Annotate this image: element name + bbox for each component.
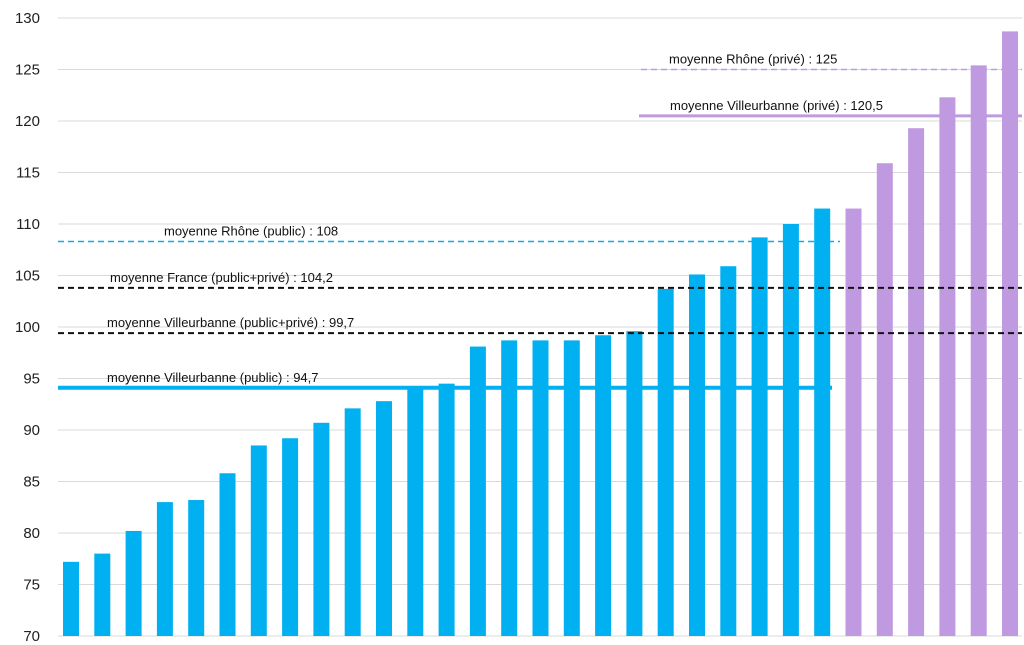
y-tick-label: 125	[15, 62, 40, 79]
y-tick-label: 85	[23, 474, 40, 491]
y-tick-label: 115	[16, 165, 40, 182]
bar	[908, 128, 925, 636]
y-tick-label: 130	[15, 10, 40, 27]
bar	[438, 383, 455, 636]
bar	[407, 386, 424, 636]
y-tick-label: 120	[15, 113, 40, 130]
reference-line-label: moyenne Villeurbanne (public) : 94,7	[107, 370, 319, 385]
bar	[156, 502, 173, 636]
bar	[657, 288, 674, 636]
bar	[626, 331, 643, 636]
bar	[563, 340, 580, 636]
bar	[939, 97, 956, 636]
bar	[501, 340, 518, 636]
y-tick-label: 100	[15, 319, 40, 336]
bar	[876, 163, 893, 637]
y-tick-label: 110	[16, 216, 40, 233]
bar	[313, 422, 330, 636]
y-tick-label: 80	[23, 525, 40, 542]
reference-line-label: moyenne Rhône (public) : 108	[164, 224, 338, 239]
reference-line-label: moyenne Villeurbanne (privé) : 120,5	[670, 98, 883, 113]
bar	[814, 208, 831, 637]
bar	[63, 561, 79, 636]
y-tick-label: 90	[23, 422, 40, 439]
bar	[469, 346, 486, 636]
y-tick-label: 70	[23, 628, 40, 645]
bar	[219, 473, 236, 636]
y-tick-label: 75	[23, 577, 40, 594]
bars	[63, 31, 1018, 637]
bar	[94, 553, 111, 636]
bar	[970, 65, 987, 636]
reference-line-label: moyenne Villeurbanne (public+privé) : 99…	[107, 315, 354, 330]
reference-lines: moyenne Rhône (privé) : 125 moyenne Ville…	[58, 52, 1022, 390]
bar	[250, 445, 267, 636]
y-axis-ticks: 70 75 80 85 90 95 100 105 110 115 120 125 130	[15, 10, 40, 645]
bar	[532, 340, 549, 636]
bar	[376, 401, 392, 636]
bar	[782, 224, 799, 636]
y-tick-label: 95	[23, 371, 40, 388]
y-tick-label: 105	[15, 268, 40, 285]
bar	[845, 208, 862, 637]
bar	[720, 266, 737, 636]
bar	[751, 237, 768, 636]
bar	[344, 408, 361, 636]
bar	[125, 530, 142, 636]
bar	[595, 335, 612, 636]
bar	[188, 500, 205, 636]
reference-line-label: moyenne Rhône (privé) : 125	[669, 52, 837, 67]
bar	[282, 438, 299, 636]
bar	[689, 274, 705, 636]
reference-line-label: moyenne France (public+privé) : 104,2	[110, 270, 333, 285]
